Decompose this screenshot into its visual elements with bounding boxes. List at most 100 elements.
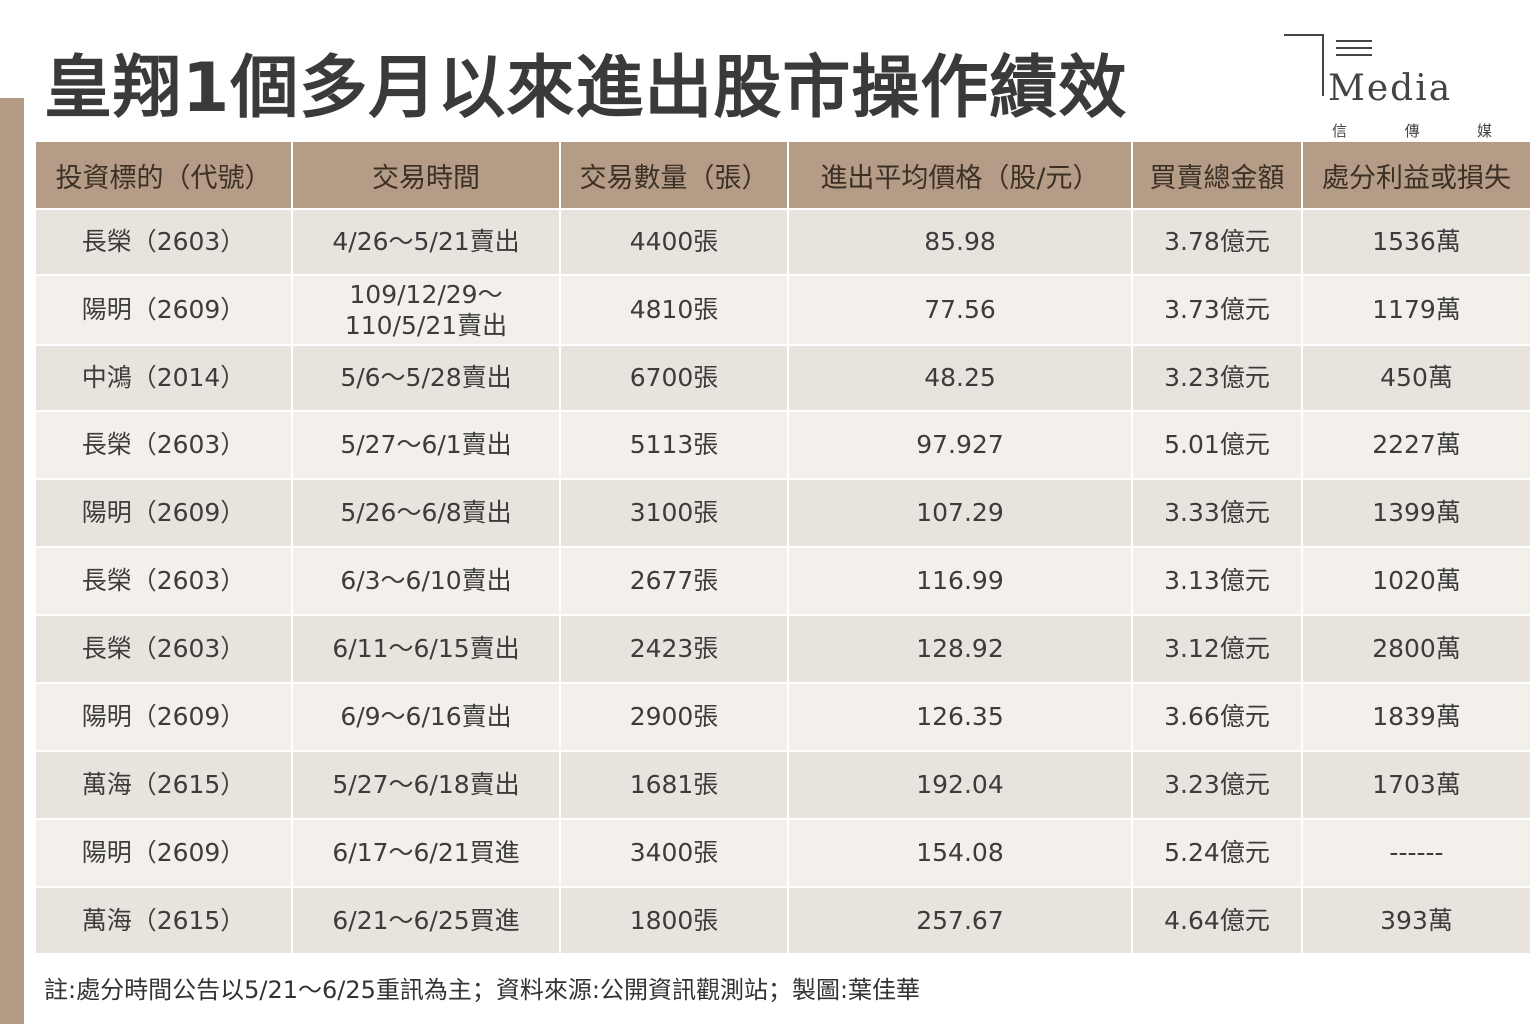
logo-sub-char: 媒 — [1476, 122, 1492, 140]
amount-cell: 3.12億元 — [1132, 614, 1303, 683]
profit-loss-cell: 1399萬 — [1302, 478, 1530, 547]
quantity-cell: 1800張 — [560, 886, 789, 953]
period-cell: 6/3～6/10賣出 — [292, 546, 561, 615]
amount-cell: 3.73億元 — [1132, 274, 1303, 345]
profit-loss-cell: 1703萬 — [1302, 750, 1530, 819]
profit-loss-cell: 1536萬 — [1302, 208, 1530, 275]
page-title: 皇翔1個多月以來進出股市操作績效 — [44, 49, 1128, 128]
table-row: 陽明（2609） 6/9～6/16賣出 2900張 126.35 3.66億元 1839萬 — [36, 682, 1530, 751]
amount-cell: 3.33億元 — [1132, 478, 1303, 547]
amount-cell: 3.78億元 — [1132, 208, 1303, 275]
quantity-cell: 4810張 — [560, 274, 789, 345]
period-line: 6/11～6/15賣出 — [332, 634, 520, 664]
amount-cell: 3.66億元 — [1132, 682, 1303, 751]
target-cell: 萬海（2615） — [36, 750, 293, 819]
price-cell: 85.98 — [788, 208, 1133, 275]
table-row: 中鴻（2014） 5/6～5/28賣出 6700張 48.25 3.23億元 450萬 — [36, 344, 1530, 411]
price-cell: 116.99 — [788, 546, 1133, 615]
amount-cell: 3.23億元 — [1132, 344, 1303, 411]
quantity-cell: 2900張 — [560, 682, 789, 751]
quantity-cell: 4400張 — [560, 208, 789, 275]
period-cell: 5/6～5/28賣出 — [292, 344, 561, 411]
header-trade-quantity: 交易數量（張） — [560, 142, 789, 209]
target-cell: 萬海（2615） — [36, 886, 293, 953]
target-cell: 長榮（2603） — [36, 614, 293, 683]
price-cell: 257.67 — [788, 886, 1133, 953]
trading-performance-table: 投資標的（代號） 交易時間 交易數量（張） 進出平均價格（股/元） 買賣總金額 … — [36, 142, 1530, 953]
period-cell: 6/21～6/25買進 — [292, 886, 561, 953]
footnote: 註:處分時間公告以5/21～6/25重訊為主；資料來源:公開資訊觀測站；製圖:葉… — [44, 976, 921, 1004]
logo-line-vertical — [1322, 34, 1324, 96]
profit-loss-cell: 1020萬 — [1302, 546, 1530, 615]
target-cell: 陽明（2609） — [36, 274, 293, 345]
profit-loss-cell: ------ — [1302, 818, 1530, 887]
profit-loss-cell: 2800萬 — [1302, 614, 1530, 683]
table-row: 長榮（2603） 4/26～5/21賣出 4400張 85.98 3.78億元 1536萬 — [36, 208, 1530, 275]
amount-cell: 3.13億元 — [1132, 546, 1303, 615]
price-cell: 128.92 — [788, 614, 1133, 683]
logo-stripes-icon — [1336, 40, 1372, 61]
quantity-cell: 6700張 — [560, 344, 789, 411]
target-cell: 長榮（2603） — [36, 546, 293, 615]
table-row: 陽明（2609） 5/26～6/8賣出 3100張 107.29 3.33億元 1399萬 — [36, 478, 1530, 547]
table-row: 長榮（2603） 6/3～6/10賣出 2677張 116.99 3.13億元 1020萬 — [36, 546, 1530, 615]
period-cell: 109/12/29～ 110/5/21賣出 — [292, 274, 561, 345]
period-cell: 6/9～6/16賣出 — [292, 682, 561, 751]
profit-loss-cell: 1179萬 — [1302, 274, 1530, 345]
price-cell: 126.35 — [788, 682, 1133, 751]
quantity-cell: 3100張 — [560, 478, 789, 547]
table-row: 長榮（2603） 5/27～6/1賣出 5113張 97.927 5.01億元 2227萬 — [36, 410, 1530, 479]
amount-cell: 5.01億元 — [1132, 410, 1303, 479]
quantity-cell: 2423張 — [560, 614, 789, 683]
left-accent-bar — [0, 98, 24, 1024]
period-line: 109/12/29～ — [349, 279, 503, 309]
price-cell: 154.08 — [788, 818, 1133, 887]
target-cell: 陽明（2609） — [36, 478, 293, 547]
media-logo: Media 信 傳 媒 — [1280, 30, 1500, 142]
header-profit-loss: 處分利益或損失 — [1302, 142, 1530, 209]
period-cell: 5/27～6/18賣出 — [292, 750, 561, 819]
period-line: 6/21～6/25買進 — [332, 905, 520, 935]
quantity-cell: 1681張 — [560, 750, 789, 819]
period-line: 5/27～6/1賣出 — [340, 430, 512, 460]
logo-sub-char: 傳 — [1404, 122, 1420, 140]
table-row: 陽明（2609） 109/12/29～ 110/5/21賣出 4810張 77.56 3.… — [36, 274, 1530, 345]
table-header-row: 投資標的（代號） 交易時間 交易數量（張） 進出平均價格（股/元） 買賣總金額 … — [36, 142, 1530, 209]
period-line: 110/5/21賣出 — [344, 311, 508, 340]
table-row: 萬海（2615） 5/27～6/18賣出 1681張 192.04 3.23億元 1703… — [36, 750, 1530, 819]
header-investment-target: 投資標的（代號） — [36, 142, 293, 209]
header-average-price: 進出平均價格（股/元） — [788, 142, 1133, 209]
price-cell: 192.04 — [788, 750, 1133, 819]
target-cell: 長榮（2603） — [36, 410, 293, 479]
period-line: 4/26～5/21賣出 — [332, 227, 520, 257]
logo-subtitle: 信 傳 媒 — [1332, 120, 1492, 141]
period-cell: 5/27～6/1賣出 — [292, 410, 561, 479]
profit-loss-cell: 1839萬 — [1302, 682, 1530, 751]
target-cell: 陽明（2609） — [36, 682, 293, 751]
amount-cell: 5.24億元 — [1132, 818, 1303, 887]
quantity-cell: 2677張 — [560, 546, 789, 615]
header-trade-period: 交易時間 — [292, 142, 561, 209]
profit-loss-cell: 450萬 — [1302, 344, 1530, 411]
price-cell: 48.25 — [788, 344, 1133, 411]
table-row: 長榮（2603） 6/11～6/15賣出 2423張 128.92 3.12億元 2800… — [36, 614, 1530, 683]
amount-cell: 4.64億元 — [1132, 886, 1303, 953]
logo-line-horizontal — [1284, 34, 1324, 36]
price-cell: 97.927 — [788, 410, 1133, 479]
period-line: 5/27～6/18賣出 — [332, 770, 520, 800]
price-cell: 107.29 — [788, 478, 1133, 547]
period-cell: 6/17～6/21買進 — [292, 818, 561, 887]
target-cell: 陽明（2609） — [36, 818, 293, 887]
profit-loss-cell: 2227萬 — [1302, 410, 1530, 479]
target-cell: 長榮（2603） — [36, 208, 293, 275]
period-line: 5/6～5/28賣出 — [340, 363, 512, 393]
period-cell: 5/26～6/8賣出 — [292, 478, 561, 547]
table-row: 萬海（2615） 6/21～6/25買進 1800張 257.67 4.64億元 393萬 — [36, 886, 1530, 953]
logo-sub-char: 信 — [1332, 122, 1348, 140]
period-line: 5/26～6/8賣出 — [340, 498, 512, 528]
period-line: 6/17～6/21買進 — [332, 838, 520, 868]
amount-cell: 3.23億元 — [1132, 750, 1303, 819]
period-cell: 4/26～5/21賣出 — [292, 208, 561, 275]
profit-loss-cell: 393萬 — [1302, 886, 1530, 953]
logo-wordmark: Media — [1328, 68, 1453, 109]
